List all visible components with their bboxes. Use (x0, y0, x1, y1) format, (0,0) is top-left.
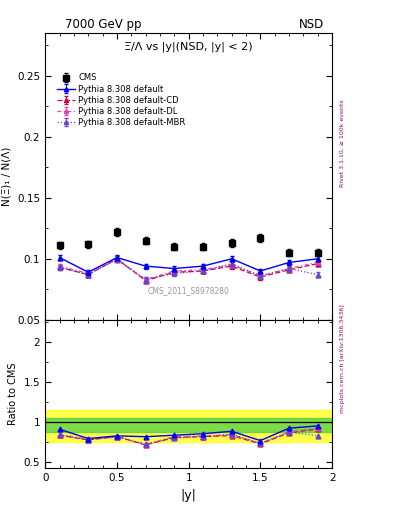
Bar (45, 418, 332, 432)
Text: Ξ̅/Λ vs |y|(NSD, |y| < 2): Ξ̅/Λ vs |y|(NSD, |y| < 2) (124, 42, 253, 52)
Text: Rivet 3.1.10, ≥ 100k events: Rivet 3.1.10, ≥ 100k events (340, 99, 345, 187)
Bar (45, 410, 332, 442)
Text: NSD: NSD (299, 18, 324, 31)
Y-axis label: N(Ξ)₁ / N(Λ): N(Ξ)₁ / N(Λ) (2, 147, 12, 206)
Y-axis label: Ratio to CMS: Ratio to CMS (8, 363, 18, 425)
Text: CMS_2011_S8978280: CMS_2011_S8978280 (148, 287, 230, 295)
Text: mcplots.cern.ch [arXiv:1306.3436]: mcplots.cern.ch [arXiv:1306.3436] (340, 304, 345, 413)
Text: 7000 GeV pp: 7000 GeV pp (65, 18, 141, 31)
X-axis label: |y|: |y| (181, 489, 196, 502)
Legend: CMS, Pythia 8.308 default, Pythia 8.308 default-CD, Pythia 8.308 default-DL, Pyt: CMS, Pythia 8.308 default, Pythia 8.308 … (55, 72, 187, 129)
